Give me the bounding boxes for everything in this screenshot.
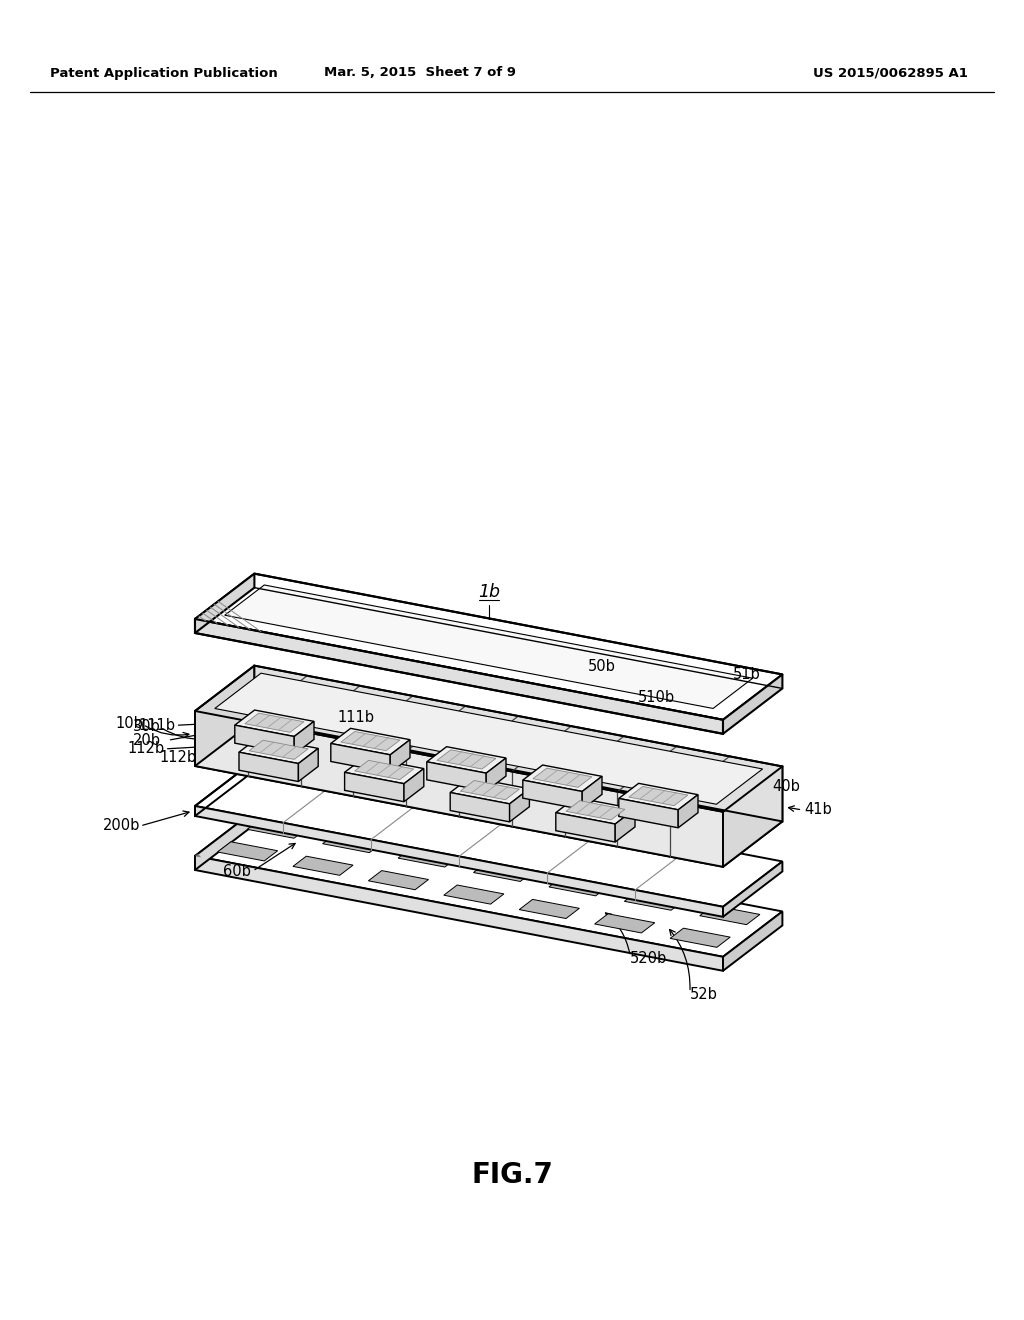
Text: 111b: 111b (338, 710, 375, 725)
Polygon shape (331, 729, 410, 755)
Polygon shape (510, 789, 529, 822)
Text: 200b: 200b (102, 818, 140, 833)
Polygon shape (234, 725, 294, 755)
Text: 20b: 20b (133, 733, 161, 748)
Polygon shape (549, 876, 609, 896)
Polygon shape (618, 783, 698, 809)
Polygon shape (486, 758, 506, 791)
Polygon shape (369, 871, 428, 890)
Text: Patent Application Publication: Patent Application Publication (50, 66, 278, 79)
Polygon shape (195, 760, 782, 907)
Polygon shape (239, 737, 318, 763)
Text: 510b: 510b (637, 690, 675, 705)
Text: 52b: 52b (690, 987, 718, 1002)
Text: US 2015/0062895 A1: US 2015/0062895 A1 (813, 66, 968, 79)
Polygon shape (451, 777, 529, 804)
Polygon shape (398, 847, 458, 867)
Text: 10b: 10b (115, 715, 143, 731)
Polygon shape (224, 585, 753, 709)
Polygon shape (215, 673, 763, 804)
Polygon shape (473, 862, 534, 882)
Polygon shape (249, 741, 308, 759)
Polygon shape (390, 739, 410, 772)
Polygon shape (195, 810, 782, 957)
Polygon shape (629, 787, 688, 805)
Polygon shape (298, 748, 318, 781)
Polygon shape (427, 762, 486, 791)
Text: FIG.7: FIG.7 (471, 1162, 553, 1189)
Polygon shape (443, 884, 504, 904)
Text: 40b: 40b (773, 779, 801, 795)
Text: 520b: 520b (630, 950, 668, 966)
Polygon shape (723, 675, 782, 734)
Polygon shape (427, 747, 506, 774)
Text: 112b: 112b (159, 750, 197, 766)
Polygon shape (723, 767, 782, 867)
Polygon shape (404, 768, 424, 801)
Text: Mar. 5, 2015  Sheet 7 of 9: Mar. 5, 2015 Sheet 7 of 9 (324, 66, 516, 79)
Polygon shape (615, 809, 635, 842)
Polygon shape (245, 713, 304, 733)
Polygon shape (254, 665, 782, 821)
Polygon shape (195, 810, 254, 870)
Polygon shape (556, 797, 635, 824)
Polygon shape (566, 801, 625, 820)
Polygon shape (195, 807, 723, 917)
Polygon shape (195, 721, 782, 867)
Polygon shape (195, 855, 723, 970)
Polygon shape (556, 813, 615, 842)
Text: 112b: 112b (128, 742, 165, 756)
Polygon shape (618, 799, 678, 828)
Polygon shape (234, 710, 314, 737)
Polygon shape (341, 731, 400, 751)
Polygon shape (345, 772, 404, 801)
Polygon shape (523, 766, 602, 792)
Polygon shape (294, 721, 314, 755)
Polygon shape (625, 891, 684, 911)
Polygon shape (195, 619, 723, 734)
Polygon shape (523, 780, 583, 809)
Polygon shape (239, 752, 298, 781)
Text: 51b: 51b (733, 667, 761, 682)
Polygon shape (345, 758, 424, 784)
Text: 41b: 41b (805, 803, 833, 817)
Polygon shape (670, 928, 730, 948)
Text: 50b: 50b (588, 659, 616, 675)
Text: 60b: 60b (223, 863, 251, 879)
Polygon shape (532, 768, 592, 787)
Text: 111b: 111b (138, 718, 176, 733)
Text: 30b: 30b (132, 719, 160, 734)
Polygon shape (678, 795, 698, 828)
Polygon shape (195, 711, 723, 867)
Polygon shape (699, 906, 760, 924)
Polygon shape (723, 911, 782, 970)
Polygon shape (331, 743, 390, 772)
Polygon shape (217, 842, 278, 861)
Polygon shape (723, 862, 782, 917)
Polygon shape (437, 750, 496, 770)
Polygon shape (354, 760, 414, 780)
Polygon shape (461, 780, 519, 800)
Polygon shape (247, 820, 307, 838)
Polygon shape (195, 574, 254, 634)
Polygon shape (595, 913, 654, 933)
Text: 1b: 1b (478, 582, 500, 601)
Polygon shape (195, 574, 782, 719)
Polygon shape (195, 665, 254, 766)
Polygon shape (323, 833, 383, 853)
Polygon shape (451, 792, 510, 822)
Polygon shape (293, 857, 353, 875)
Polygon shape (583, 776, 602, 809)
Polygon shape (519, 899, 580, 919)
